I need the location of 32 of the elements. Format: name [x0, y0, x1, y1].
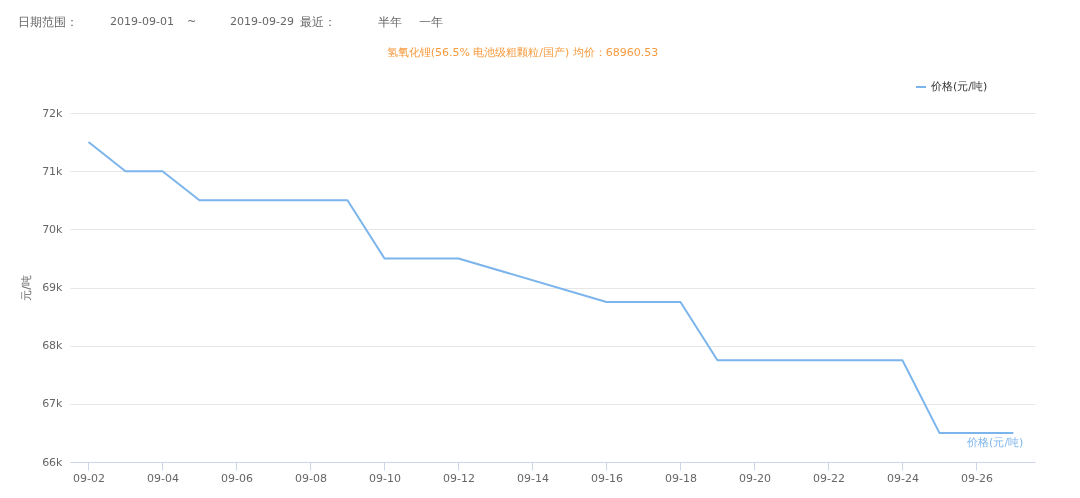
text: 2019-09-29 — [230, 15, 294, 28]
text: 一年 — [419, 15, 443, 29]
y-tick-label: 66k — [42, 455, 64, 469]
y-tick-label: 70k — [42, 222, 64, 236]
y-tick-label: 71k — [42, 164, 64, 178]
text: 日期范围： — [18, 15, 78, 29]
text: 最近： — [300, 15, 336, 29]
x-tick-label: 09-18 — [664, 471, 697, 485]
x-tick-label: 09-04 — [147, 471, 179, 485]
x-tick-label: 09-08 — [294, 471, 327, 485]
x-tick-label: 09-12 — [442, 471, 475, 485]
x-tick-label: 09-22 — [812, 471, 845, 485]
x-tick-label: 09-02 — [73, 471, 105, 485]
x-tick-label: 09-20 — [738, 471, 771, 485]
y-tick-label: 72k — [42, 106, 64, 120]
text: ~ — [187, 15, 197, 28]
line-series — [87, 141, 1015, 434]
legend-label: 价格(元/吨) — [930, 80, 988, 93]
x-tick-label: 09-24 — [886, 471, 919, 485]
x-tick-label: 09-10 — [368, 471, 401, 485]
y-tick-label: 68k — [42, 339, 64, 353]
x-tick-label: 09-26 — [960, 471, 993, 485]
y-axis-title: 元/吨 — [20, 275, 34, 301]
y-tick-label: 67k — [42, 397, 64, 411]
x-tick-label: 09-06 — [221, 471, 253, 485]
text: 半年 — [378, 15, 402, 29]
x-tick-label: 09-16 — [590, 471, 623, 485]
text: 价格(元/吨) — [967, 435, 1024, 449]
text: 2019-09-01 — [110, 15, 174, 28]
y-tick-label: 69k — [42, 281, 64, 294]
chart-title: 氢氧化锂(56.5% 电池级粗颗粒/国产) 均价：68960.53 — [386, 46, 659, 59]
x-tick-label: 09-14 — [516, 471, 549, 485]
